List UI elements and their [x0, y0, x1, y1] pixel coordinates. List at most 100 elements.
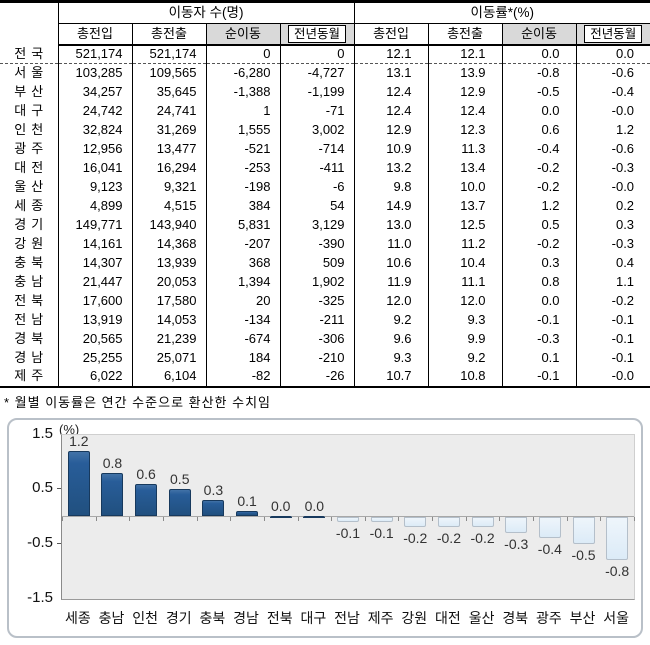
value-cell: -325 — [279, 291, 355, 311]
bar-value-label: -0.3 — [504, 535, 529, 552]
bar-value-label: 1.2 — [69, 432, 89, 449]
value-cell: 11.3 — [427, 139, 503, 159]
value-cell: 1,902 — [279, 272, 355, 292]
region-cell: 대구 — [14, 102, 49, 118]
table-row: 경북 20,565 21,239 -674 -306 9.6 9.9 -0.3 -0.1 — [0, 329, 650, 349]
x-tick-label: 제주 — [367, 609, 394, 626]
value-cell: -0.4 — [501, 139, 577, 159]
value-cell: -0.5 — [501, 82, 577, 102]
bar-value-label: 0.8 — [102, 454, 123, 471]
value-cell: -714 — [279, 139, 355, 159]
bar-울산 — [472, 516, 494, 528]
region-cell: 인천 — [14, 121, 49, 137]
region-cell: 전북 — [14, 292, 49, 308]
migration-table: 이동자 수(명) 이동률*(%) 총전입 총전출 순이동 전년동월 총전입 총전… — [0, 0, 650, 388]
value-cell: 14.9 — [353, 196, 429, 216]
x-tick-label: 경북 — [502, 609, 529, 626]
region-cell: 제주 — [14, 368, 49, 384]
bar-value-label: 0.5 — [170, 471, 190, 488]
bar-value-label: -0.5 — [571, 546, 596, 563]
baseline-tick — [129, 516, 130, 521]
table-row: 인천 32,824 31,269 1,555 3,002 12.9 12.3 0.6 1.2 — [0, 120, 650, 140]
value-cell: -6 — [279, 177, 355, 197]
value-cell: -0.4 — [575, 82, 650, 102]
value-cell: 13.2 — [353, 158, 429, 178]
baseline-tick — [365, 516, 366, 521]
value-cell: 34,257 — [57, 82, 132, 102]
value-cell: 143,940 — [131, 215, 206, 235]
x-tick-label: 대구 — [300, 609, 327, 626]
table-row: 제주 6,022 6,104 -82 -26 10.7 10.8 -0.1 -0.0 — [0, 367, 650, 387]
bar-인천 — [135, 483, 157, 517]
group-header-rate: 이동률*(%) — [353, 1, 650, 24]
value-cell: 13,919 — [57, 310, 132, 330]
value-cell: -0.2 — [501, 158, 577, 178]
table-row: 강원 14,161 14,368 -207 -390 11.0 11.2 -0.2 -0.3 — [0, 234, 650, 254]
value-cell: -0.0 — [575, 101, 650, 121]
value-cell: -1,388 — [205, 82, 280, 102]
bar-강원 — [404, 516, 426, 528]
value-cell: 12,956 — [57, 139, 132, 159]
value-cell: -0.1 — [501, 367, 577, 387]
value-cell: 0.1 — [501, 348, 577, 368]
value-cell: 12.4 — [353, 101, 429, 121]
value-cell: -0.2 — [575, 291, 650, 311]
value-cell: 21,239 — [131, 329, 206, 349]
x-tick-label: 전남 — [334, 609, 360, 626]
bar-value-label: 0.6 — [136, 465, 156, 482]
baseline-tick — [499, 516, 500, 521]
table-row: 전남 13,919 14,053 -134 -211 9.2 9.3 -0.1 -0.1 — [0, 310, 650, 330]
bar-전북 — [270, 515, 292, 518]
value-cell: -211 — [279, 310, 355, 330]
value-cell: 1 — [205, 101, 280, 121]
value-cell: -1,199 — [279, 82, 355, 102]
value-cell: 0.0 — [501, 101, 577, 121]
region-cell: 충북 — [14, 254, 49, 270]
value-cell: 3,129 — [279, 215, 355, 235]
bar-value-label: -0.2 — [436, 530, 461, 547]
bar-value-label: 0.0 — [304, 497, 325, 514]
region-cell: 전남 — [14, 311, 49, 327]
value-cell: -6,280 — [205, 63, 280, 83]
table-body: 전국 521,174 521,174 0 0 12.1 12.1 0.0 0.0 서울 103,28… — [0, 44, 650, 387]
col-total-out-rate: 총전출 — [427, 23, 503, 46]
value-cell: 1,555 — [205, 120, 280, 140]
table-row: 경남 25,255 25,071 184 -210 9.3 9.2 0.1 -0.1 — [0, 348, 650, 368]
value-cell: 0.3 — [501, 253, 577, 273]
table-row: 부산 34,257 35,645 -1,388 -1,199 12.4 12.9 -0.5 -0… — [0, 82, 650, 102]
table-row: 대구 24,742 24,741 1 -71 12.4 12.4 0.0 -0.0 — [0, 101, 650, 121]
value-cell: -0.6 — [575, 63, 650, 83]
value-cell: 16,294 — [131, 158, 206, 178]
value-cell: -253 — [205, 158, 280, 178]
value-cell: 1.1 — [575, 272, 650, 292]
value-cell: 12.0 — [353, 291, 429, 311]
bar-value-label: -0.8 — [605, 563, 630, 580]
bar-value-label: 0.3 — [203, 482, 224, 499]
bar-대전 — [438, 516, 460, 528]
value-cell: 14,161 — [57, 234, 132, 254]
baseline-tick — [62, 516, 63, 521]
bar-충남 — [101, 472, 123, 517]
x-tick-label: 인천 — [132, 609, 158, 626]
value-cell: -207 — [205, 234, 280, 254]
bar-경기 — [169, 489, 191, 517]
bar-부산 — [573, 516, 595, 544]
table-row: 전국 521,174 521,174 0 0 12.1 12.1 0.0 0.0 — [0, 44, 650, 64]
value-cell: 10.7 — [353, 367, 429, 387]
value-cell: 4,899 — [57, 196, 132, 216]
value-cell: 9,321 — [131, 177, 206, 197]
region-cell: 서울 — [14, 65, 49, 81]
baseline-tick — [567, 516, 568, 521]
baseline-tick — [331, 516, 332, 521]
baseline-tick — [230, 516, 231, 521]
value-cell: 13.1 — [353, 63, 429, 83]
bar-충북 — [202, 500, 224, 517]
value-cell: 12.9 — [353, 120, 429, 140]
value-cell: 0.0 — [501, 44, 577, 64]
x-tick-label: 전북 — [266, 609, 293, 626]
value-cell: -411 — [279, 158, 355, 178]
value-cell: 14,368 — [131, 234, 206, 254]
value-cell: 10.9 — [353, 139, 429, 159]
x-tick-label: 경남 — [233, 609, 259, 626]
yoy-box: 전년동월 — [288, 24, 347, 43]
